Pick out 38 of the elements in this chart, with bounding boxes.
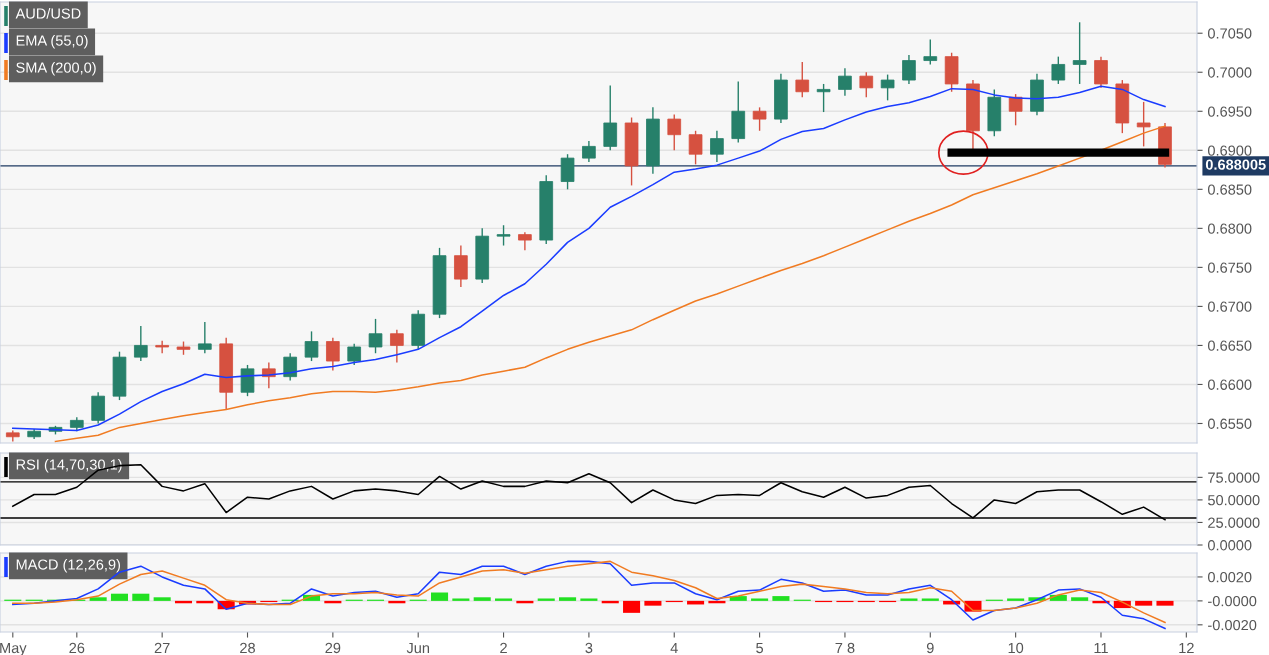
y-tick-label: 0.6900 [1207, 145, 1252, 156]
y-tick-label: 0.6650 [1207, 340, 1252, 351]
y-tick-label: -0.0000 [1208, 595, 1257, 607]
x-tick-label: 4 [670, 642, 678, 653]
y-tick-label: 0.7050 [1207, 28, 1252, 39]
y-tick-label: 0.6700 [1207, 301, 1252, 312]
y-tick-label: 0.6600 [1207, 379, 1252, 390]
x-tick-label: Jun [406, 642, 430, 654]
x-tick-label: 12 [1179, 642, 1194, 653]
legend-label: AUD/USD [15, 8, 81, 19]
y-tick-label: -0.0020 [1208, 619, 1257, 631]
y-tick-label: 0.6850 [1207, 184, 1252, 195]
y-tick-label: 0.6800 [1207, 223, 1252, 234]
x-tick-label: 26 [69, 642, 85, 654]
x-tick-label: 2 [500, 642, 507, 653]
x-tick-label: 27 [154, 642, 170, 653]
y-tick-label: 0.6950 [1207, 106, 1252, 117]
legend-label: MACD (12,26,9) [16, 559, 121, 573]
y-tick-label: 0.7000 [1207, 67, 1252, 78]
y-tick-label: 0.6750 [1207, 262, 1252, 273]
y-tick-label: 75.0000 [1208, 472, 1260, 483]
y-tick-label: 25.0000 [1208, 517, 1260, 528]
legend-label: EMA (55,0) [16, 35, 88, 49]
x-tick-label: 7 8 [835, 642, 855, 654]
legend-label: SMA (200,0) [16, 62, 96, 76]
x-tick-label: 3 [585, 642, 593, 654]
y-tick-label: 0.0000 [1207, 540, 1252, 551]
x-tick-label: 10 [1008, 642, 1024, 654]
ref-line-label: 0.688005 [1205, 159, 1266, 170]
y-tick-label: 50.0000 [1208, 495, 1260, 506]
x-tick-label: 11 [1094, 642, 1108, 653]
legend-label: RSI (14,70,30,1) [16, 459, 122, 473]
x-tick-label: 5 [756, 642, 764, 654]
y-tick-label: 0.6550 [1207, 418, 1252, 429]
y-tick-label: 0.0020 [1207, 572, 1252, 583]
x-tick-label: 9 [926, 642, 934, 654]
x-tick-label: 29 [325, 642, 341, 654]
x-tick-label: 28 [240, 642, 255, 654]
